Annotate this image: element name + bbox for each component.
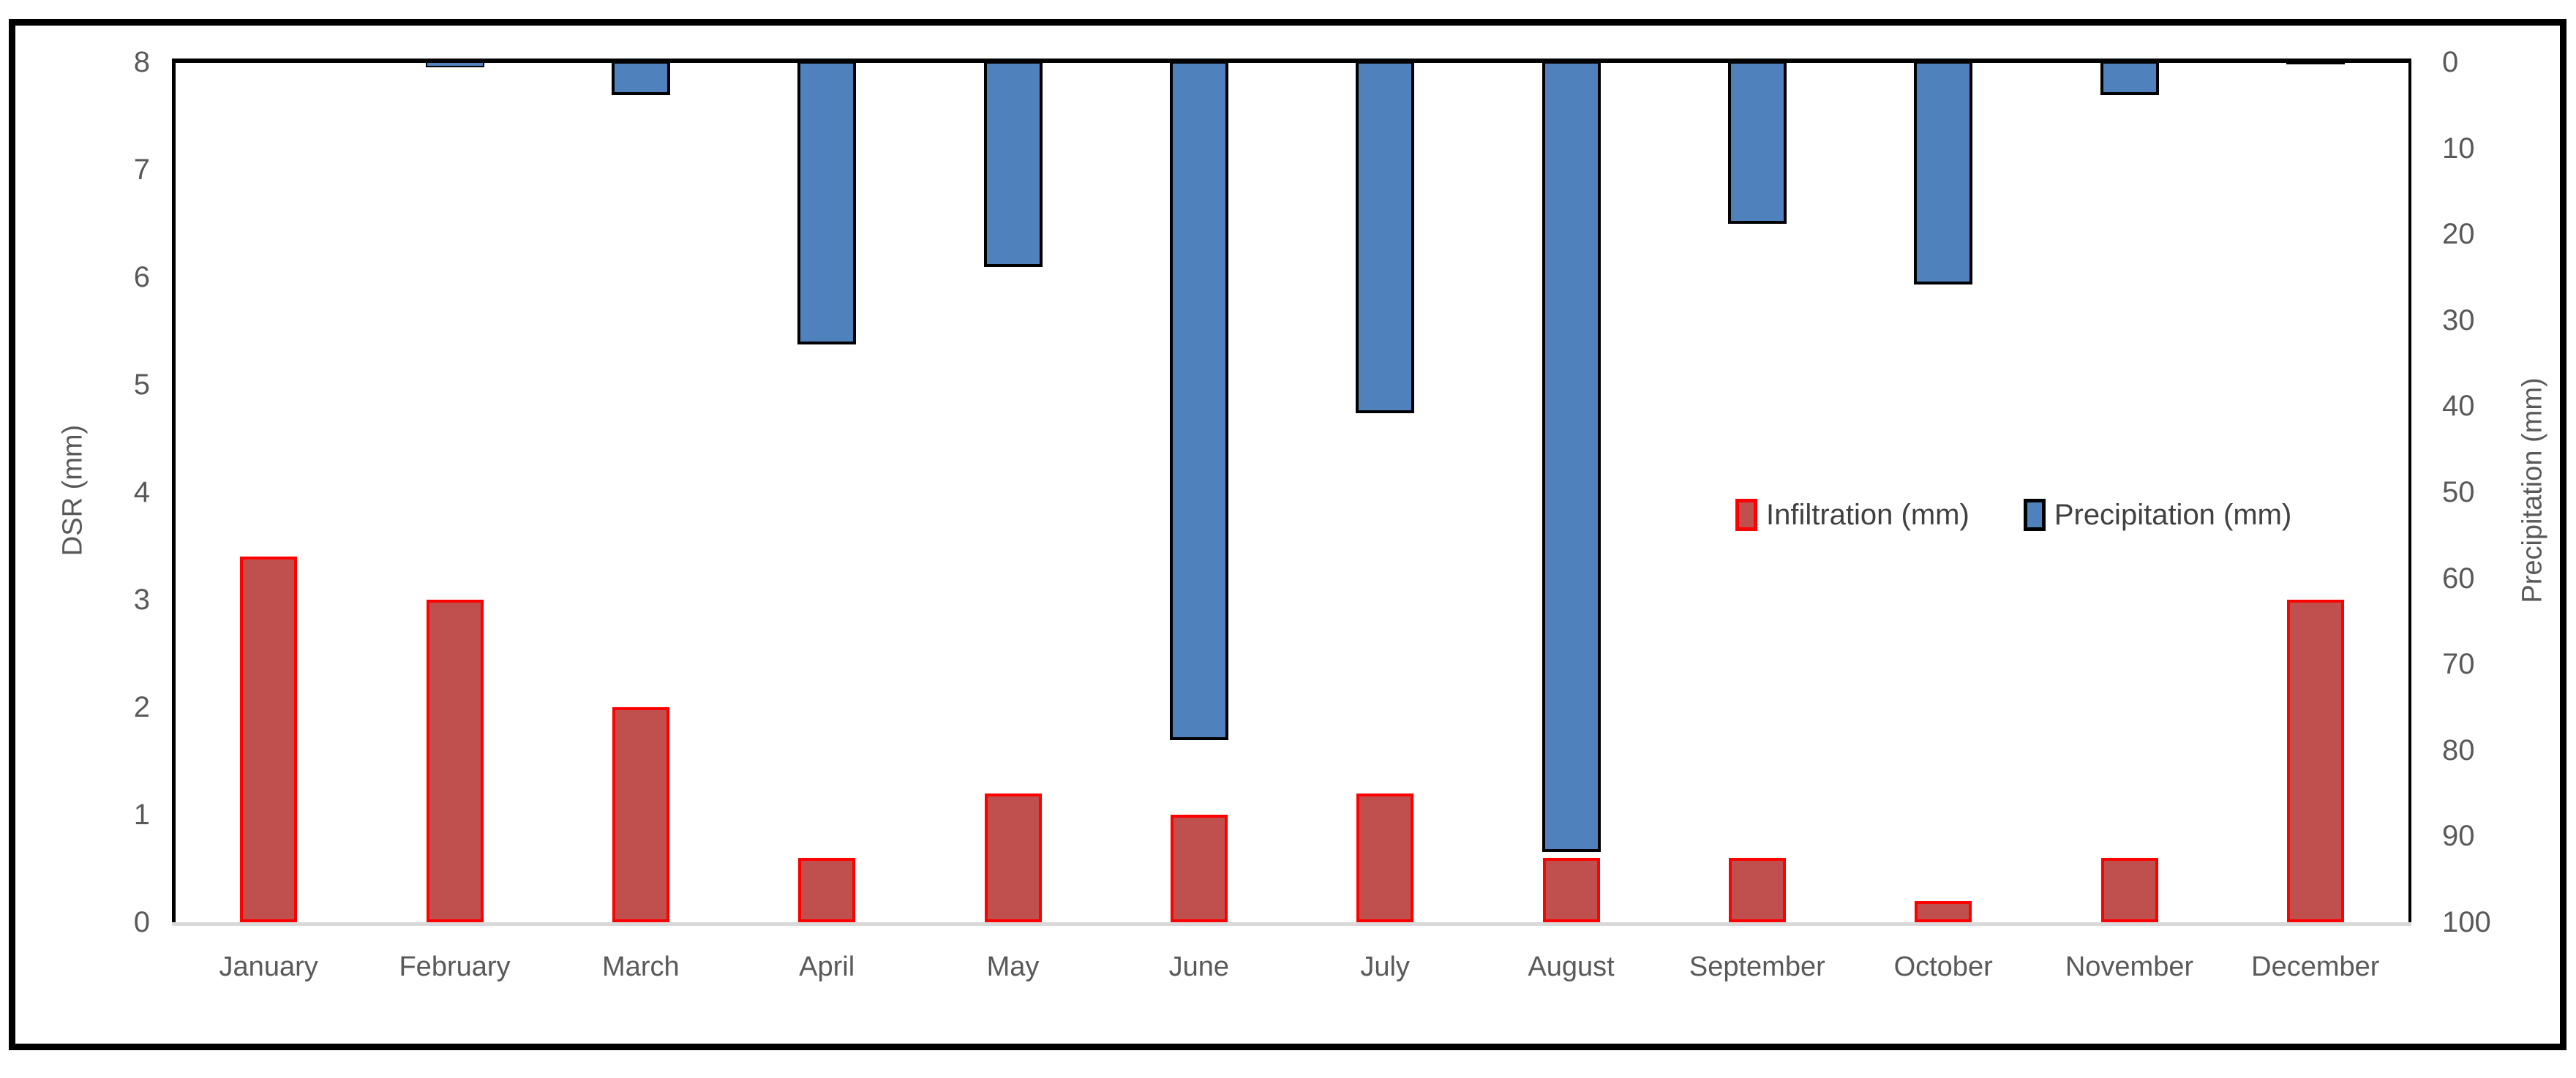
infiltration-bar-june xyxy=(1170,815,1228,922)
left-axis-line xyxy=(172,59,176,923)
right-axis-tick: 20 xyxy=(2442,218,2475,251)
infiltration-bar-march xyxy=(612,707,669,922)
infiltration-bar-may xyxy=(984,794,1042,922)
infiltration-bar-october xyxy=(1915,901,1972,922)
precipitation-bar-november xyxy=(2100,61,2159,95)
month-label-january: January xyxy=(219,951,318,982)
precipitation-bar-july xyxy=(1356,61,1415,413)
infiltration-swatch-icon xyxy=(1735,499,1757,531)
infiltration-bar-november xyxy=(2100,858,2158,922)
month-label-july: July xyxy=(1360,951,1410,982)
legend-label-precipitation: Precipitation (mm) xyxy=(2054,499,2292,531)
month-label-april: April xyxy=(799,951,855,982)
infiltration-bar-august xyxy=(1542,858,1600,922)
right-axis-tick: 100 xyxy=(2442,906,2491,938)
legend-item-infiltration: Infiltration (mm) xyxy=(1735,499,1969,531)
right-plot-border xyxy=(2408,59,2411,923)
month-label-march: March xyxy=(602,951,680,982)
precipitation-bar-march xyxy=(611,61,670,95)
left-axis-tick: 7 xyxy=(133,154,150,186)
legend: Infiltration (mm) Precipitation (mm) xyxy=(1735,499,2291,531)
right-axis-tick: 50 xyxy=(2442,476,2475,508)
month-label-december: December xyxy=(2251,951,2380,982)
month-label-september: September xyxy=(1689,951,1825,982)
month-label-february: February xyxy=(399,951,511,982)
figure-frame xyxy=(9,19,2566,1050)
left-axis-tick: 8 xyxy=(133,46,150,78)
month-label-november: November xyxy=(2065,951,2194,982)
precipitation-swatch-icon xyxy=(2023,499,2046,531)
right-axis-tick: 30 xyxy=(2442,304,2475,336)
precipitation-bar-june xyxy=(1169,61,1228,740)
infiltration-bar-february xyxy=(426,600,484,922)
infiltration-bar-july xyxy=(1356,794,1414,922)
left-axis-tick: 0 xyxy=(133,906,150,938)
legend-label-infiltration: Infiltration (mm) xyxy=(1766,499,1969,531)
right-axis-tick: 90 xyxy=(2442,820,2475,853)
precipitation-bar-october xyxy=(1914,61,1973,284)
precipitation-bar-april xyxy=(797,61,857,344)
left-axis-tick: 1 xyxy=(133,799,150,831)
month-label-june: June xyxy=(1168,951,1230,982)
infiltration-bar-april xyxy=(798,858,856,922)
right-axis-tick: 40 xyxy=(2442,390,2475,423)
infiltration-bar-december xyxy=(2286,600,2344,922)
left-axis-tick: 4 xyxy=(133,476,150,508)
left-axis-tick: 5 xyxy=(133,369,150,401)
right-axis-tick: 10 xyxy=(2442,132,2475,165)
right-axis-tick: 80 xyxy=(2442,734,2475,766)
right-axis-tick: 60 xyxy=(2442,562,2475,595)
left-axis-tick: 6 xyxy=(133,261,150,293)
infiltration-bar-january xyxy=(240,557,298,922)
left-axis-tick: 2 xyxy=(133,691,150,723)
precipitation-bar-september xyxy=(1727,61,1787,224)
infiltration-bar-september xyxy=(1728,858,1786,922)
top-axis-line xyxy=(176,59,2408,63)
month-label-october: October xyxy=(1893,951,1993,982)
month-label-august: August xyxy=(1528,951,1615,982)
bottom-axis-line xyxy=(172,922,2411,926)
right-axis-tick: 70 xyxy=(2442,648,2475,681)
legend-item-precipitation: Precipitation (mm) xyxy=(2023,499,2292,531)
month-label-may: May xyxy=(986,951,1040,982)
right-axis-tick: 0 xyxy=(2442,46,2459,78)
precipitation-bar-august xyxy=(1542,61,1601,852)
left-axis-tick: 3 xyxy=(133,584,150,616)
precipitation-bar-may xyxy=(983,61,1043,267)
